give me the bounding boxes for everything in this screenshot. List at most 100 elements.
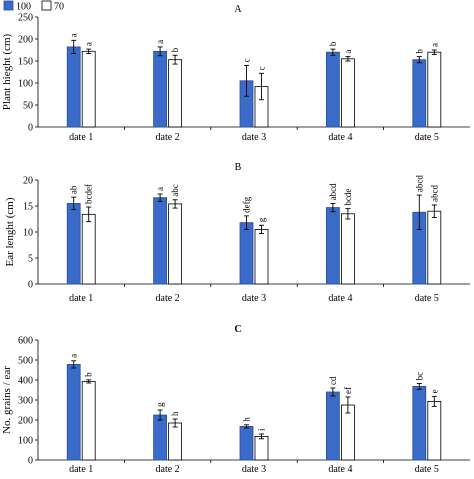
y-axis-label-c: No. grains / ear [1, 366, 13, 434]
bar-b-series-2 [427, 210, 442, 285]
x-tick-label-a: date 5 [415, 132, 439, 143]
significance-letter-c: cd [328, 376, 338, 385]
significance-letter-a: a [69, 33, 79, 37]
y-tick-label-b: 15 [23, 202, 33, 213]
significance-letter-b: ab [69, 185, 79, 194]
bar-b-series-1 [325, 207, 340, 285]
y-tick-label-c: 500 [18, 356, 33, 367]
bar-a-series-2 [81, 50, 96, 128]
y-tick-label-b: 10 [23, 228, 33, 239]
significance-letter-a: a [343, 50, 353, 54]
significance-letter-a: b [328, 41, 338, 46]
y-axis-label-b: Ear lenght (cm) [4, 197, 16, 266]
legend-swatch-70 [41, 0, 52, 11]
x-tick-label-a: date 4 [328, 132, 352, 143]
x-tick-label-b: date 2 [156, 293, 180, 304]
x-tick-label-a: date 3 [242, 132, 266, 143]
x-tick-label-b: date 1 [69, 293, 93, 304]
x-tick-label-c: date 2 [156, 464, 180, 474]
y-tick-label-b: 0 [28, 280, 33, 291]
x-tick-label-b: date 3 [242, 293, 266, 304]
bar-a-series-1 [325, 51, 340, 128]
bar-a-series-1 [66, 46, 81, 128]
significance-letter-a: b [170, 47, 180, 52]
panel-title-c: C [234, 324, 241, 335]
bar-b-series-2 [254, 228, 269, 285]
y-tick-label-c: 0 [28, 456, 33, 467]
bar-b-series-1 [66, 202, 81, 285]
significance-letter-c: g [155, 402, 165, 407]
significance-letter-a: c [257, 66, 267, 70]
chart-panel-c: C No. grains / ear 0 100 200 300 400 500 600 date… [1, 324, 470, 475]
x-tick-label-a: date 2 [156, 132, 180, 143]
y-axis-label-a: Plant hieght (cm) [1, 33, 13, 110]
y-tick-label-a: 50 [23, 101, 33, 112]
significance-letter-c: h [170, 411, 180, 416]
bar-c-series-2 [81, 380, 96, 461]
y-tick-label-a: 150 [18, 57, 33, 68]
chart-panel-a: A Plant hieght (cm) 0 50 100 150 200 250 date 1 d… [1, 4, 470, 143]
bar-b-series-2 [81, 213, 96, 285]
y-tick-label-c: 400 [18, 376, 33, 387]
significance-letter-a: b [414, 49, 424, 54]
significance-letter-a: a [155, 40, 165, 44]
y-tick-label-a: 100 [18, 79, 33, 90]
x-tick-label-c: date 3 [242, 464, 266, 474]
significance-letter-b: defg [242, 196, 252, 212]
bar-b-series-1 [153, 197, 168, 285]
bar-a-series-1 [412, 59, 427, 128]
significance-letter-b: abcd [328, 183, 338, 200]
significance-letter-b: bcde [343, 189, 353, 206]
y-tick-label-a: 200 [18, 35, 33, 46]
legend-label-100: 100 [16, 2, 31, 13]
x-tick-label-b: date 5 [415, 293, 439, 304]
significance-letter-c: b [84, 372, 94, 377]
significance-letter-c: a [69, 354, 79, 358]
bar-b-series-1 [239, 222, 254, 285]
bar-b-series-2 [168, 203, 183, 285]
panel-title-a: A [234, 4, 242, 15]
y-tick-label-c: 100 [18, 436, 33, 447]
y-tick-label-b: 5 [28, 254, 33, 265]
y-tick-label-c: 300 [18, 396, 33, 407]
legend-label-70: 70 [54, 2, 64, 13]
bar-c-series-2 [254, 435, 269, 461]
y-tick-label-c: 600 [18, 336, 33, 347]
significance-letter-c: e [429, 389, 439, 393]
bar-c-series-1 [153, 414, 168, 461]
legend-swatch-100 [3, 0, 14, 11]
bar-a-series-2 [340, 58, 355, 128]
significance-letter-a: c [242, 58, 252, 62]
x-tick-label-c: date 1 [69, 464, 93, 474]
significance-letter-b: g [257, 217, 267, 222]
y-tick-label-a: 250 [18, 13, 33, 24]
chart-panel-b: B Ear lenght (cm) 0 5 10 15 20 date 1 date 2 date… [4, 162, 470, 304]
significance-letter-b: abcd [429, 184, 439, 201]
bar-c-series-1 [325, 391, 340, 461]
significance-letter-c: h [242, 417, 252, 422]
bar-a-series-2 [427, 51, 442, 128]
bar-a-series-1 [153, 50, 168, 128]
significance-letter-c: i [257, 428, 267, 431]
bar-c-series-2 [427, 400, 442, 461]
bar-c-series-1 [66, 363, 81, 461]
significance-letter-b: abcd [414, 175, 424, 192]
y-tick-label-b: 20 [23, 176, 33, 187]
significance-letter-a: a [429, 43, 439, 47]
significance-letter-c: bc [414, 372, 424, 381]
bar-c-series-2 [168, 422, 183, 461]
panel-title-b: B [235, 162, 242, 173]
x-tick-label-b: date 4 [328, 293, 352, 304]
y-tick-label-c: 200 [18, 416, 33, 427]
bar-b-series-2 [340, 213, 355, 285]
significance-letter-b: bcdef [84, 184, 94, 204]
x-tick-label-a: date 1 [69, 132, 93, 143]
legend: 100 70 [3, 0, 64, 13]
bar-c-series-1 [412, 385, 427, 461]
y-tick-label-a: 0 [28, 123, 33, 134]
significance-letter-b: abc [170, 184, 180, 197]
bar-a-series-2 [168, 59, 183, 128]
x-tick-label-c: date 5 [415, 464, 439, 474]
